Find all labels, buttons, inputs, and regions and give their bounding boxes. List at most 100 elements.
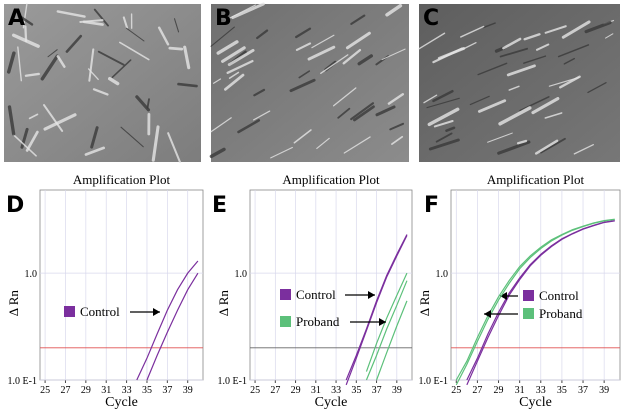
chart-title: Amplification Plot [487,172,585,187]
y-tick-label: 1.0 [25,269,38,280]
cell [498,106,532,126]
cell [40,54,59,81]
x-tick-label: 35 [142,385,152,396]
cell [227,4,257,20]
cell [534,139,559,155]
x-axis-label: Cycle [315,395,348,410]
cell [337,107,351,119]
cell [289,78,316,93]
cell [531,97,560,115]
cell [119,41,150,61]
cell [183,45,191,70]
cell [389,122,405,131]
x-tick-label: 35 [557,385,567,396]
x-tick-label: 35 [351,385,361,396]
cell [316,137,330,150]
cell [209,147,226,159]
cell [111,59,132,79]
cell [320,54,349,75]
cell [90,126,99,149]
amplification-curve [136,260,199,381]
legend-label: Control [296,287,336,302]
y-tick-label: 1.0 E-1 [218,376,247,387]
y-tick-label: 1.0 E-1 [8,376,37,387]
x-tick-label: 37 [578,385,588,396]
legend-label: Proband [539,306,583,321]
cell [108,76,120,86]
cells [6,2,615,164]
cell [497,140,531,155]
legend-swatch [523,290,534,301]
x-tick-label: 25 [250,385,260,396]
cell [43,104,64,132]
y-axis-label: Δ Rn [6,290,21,317]
x-axis-label: Cycle [105,395,138,410]
cell [224,73,245,91]
cell [523,55,547,64]
legend-swatch [280,289,291,300]
cell [587,81,607,94]
legend-arrowhead [484,310,491,318]
cell [605,33,614,39]
cell [563,57,576,65]
cell [311,34,335,49]
legend-swatch [523,308,534,319]
cell [516,139,528,145]
cell [212,78,222,84]
x-tick-label: 39 [183,385,193,396]
chart-title: Amplification Plot [282,172,380,187]
amplification-curve [365,272,408,372]
cell [24,72,40,77]
amplification-curve [376,300,408,381]
cell [228,71,240,79]
cell [256,29,269,40]
cell [25,130,39,152]
cell [391,135,404,145]
x-tick-label: 39 [392,385,402,396]
cell [122,16,129,29]
cell [477,62,508,76]
legend-label: Proband [296,314,340,329]
x-tick-label: 27 [60,385,70,396]
cell [24,25,28,43]
amplification-curve [345,234,408,381]
chart-title: Amplification Plot [73,172,171,187]
plot-area [450,189,621,381]
cell [345,31,371,50]
y-tick-label: 1.0 E-1 [419,376,448,387]
cell [469,95,490,106]
x-tick-label: 27 [270,385,280,396]
cell [295,42,312,51]
cell [17,14,34,26]
legend-arrowhead [500,292,507,300]
cell [210,26,235,47]
cell [502,37,522,50]
cell [6,51,16,74]
cell [535,43,550,51]
cell [84,146,105,156]
cell [561,20,591,39]
cell [237,119,261,134]
x-tick-label: 27 [472,385,482,396]
cell [544,112,563,119]
cell [227,48,255,67]
cell [43,113,77,131]
x-tick-label: 39 [599,385,609,396]
cell [298,70,311,79]
cell [216,40,239,55]
cell [253,88,266,97]
cell [125,27,145,42]
cell [482,22,496,29]
x-tick-label: 33 [331,385,341,396]
x-tick-label: 37 [162,385,172,396]
cell [573,143,594,155]
amplification-curve [345,235,408,386]
cell [506,64,536,77]
cell [499,47,529,58]
cell [433,120,454,128]
cell [385,3,403,17]
cell [427,107,460,127]
micrograph [419,4,620,162]
panel-label: A [8,6,25,31]
cell [445,126,456,132]
